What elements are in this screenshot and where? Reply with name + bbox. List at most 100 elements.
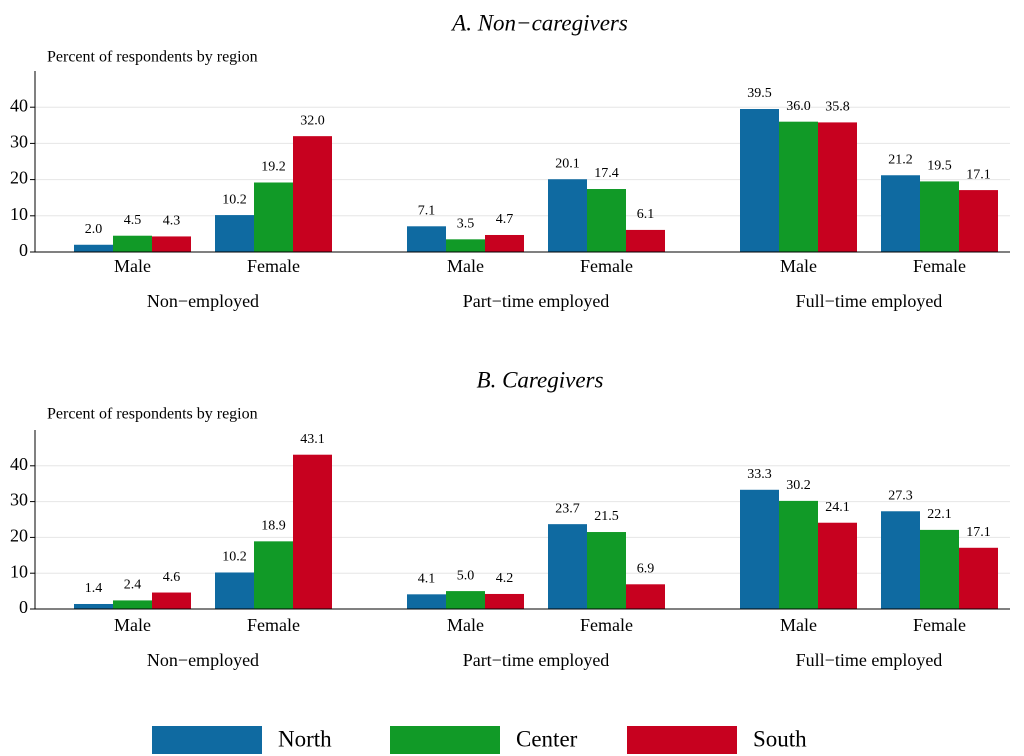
value-label: 21.5 xyxy=(594,509,619,524)
group-label: Part−time employed xyxy=(463,650,610,670)
value-label: 19.5 xyxy=(927,159,952,174)
value-label: 2.0 xyxy=(85,222,103,237)
legend-swatch xyxy=(152,726,262,754)
legend-swatch xyxy=(627,726,737,754)
y-tick-label: 20 xyxy=(10,526,28,546)
y-tick-label: 30 xyxy=(10,132,28,152)
value-label: 4.5 xyxy=(124,213,142,228)
value-label: 17.4 xyxy=(594,166,619,181)
bar xyxy=(881,511,920,609)
bar xyxy=(881,175,920,252)
legend-label: Center xyxy=(516,726,578,751)
value-label: 7.1 xyxy=(418,204,436,219)
legend-swatch xyxy=(390,726,500,754)
bar xyxy=(215,215,254,252)
bar xyxy=(113,235,152,252)
value-label: 22.1 xyxy=(927,507,952,522)
value-label: 2.4 xyxy=(124,578,142,593)
x-tick-label: Female xyxy=(913,256,966,276)
value-label: 6.1 xyxy=(637,207,655,222)
value-label: 17.1 xyxy=(966,525,991,540)
value-label: 17.1 xyxy=(966,167,991,182)
value-label: 27.3 xyxy=(888,488,913,503)
value-label: 43.1 xyxy=(300,432,325,447)
bar xyxy=(485,234,524,252)
y-tick-label: 40 xyxy=(10,95,28,115)
bar xyxy=(293,136,332,252)
bar xyxy=(920,529,959,609)
x-tick-label: Male xyxy=(780,615,817,635)
y-tick-label: 30 xyxy=(10,490,28,510)
y-axis-label: Percent of respondents by region xyxy=(47,406,258,423)
value-label: 6.9 xyxy=(637,562,655,577)
chart-title: A. Non−caregivers xyxy=(450,10,628,35)
x-tick-label: Female xyxy=(580,615,633,635)
x-tick-label: Male xyxy=(447,615,484,635)
bar xyxy=(920,181,959,252)
value-label: 10.2 xyxy=(222,192,247,207)
value-label: 5.0 xyxy=(457,568,475,583)
bar xyxy=(446,239,485,252)
group-label: Full−time employed xyxy=(796,650,943,670)
value-label: 20.1 xyxy=(555,156,580,171)
x-tick-label: Male xyxy=(780,256,817,276)
bar xyxy=(254,541,293,609)
group-label: Full−time employed xyxy=(796,291,943,311)
group-label: Non−employed xyxy=(147,291,259,311)
bar xyxy=(626,584,665,609)
y-tick-label: 20 xyxy=(10,168,28,188)
x-tick-label: Male xyxy=(114,615,151,635)
value-label: 4.2 xyxy=(496,571,514,586)
bar xyxy=(446,591,485,609)
x-tick-label: Female xyxy=(913,615,966,635)
bar xyxy=(407,226,446,252)
bar xyxy=(215,572,254,609)
value-label: 19.2 xyxy=(261,160,286,175)
bar xyxy=(254,182,293,252)
value-label: 32.0 xyxy=(300,113,325,128)
bar xyxy=(485,593,524,609)
y-tick-label: 40 xyxy=(10,454,28,474)
bar xyxy=(113,600,152,609)
bar xyxy=(74,244,113,252)
bar xyxy=(587,189,626,252)
y-tick-label: 0 xyxy=(19,240,28,260)
y-tick-label: 10 xyxy=(10,204,28,224)
bar xyxy=(740,109,779,252)
bar xyxy=(818,522,857,609)
value-label: 36.0 xyxy=(786,99,811,114)
value-label: 35.8 xyxy=(825,100,850,115)
bar xyxy=(293,454,332,609)
y-axis-label: Percent of respondents by region xyxy=(47,49,258,66)
bar xyxy=(779,500,818,609)
bar xyxy=(959,190,998,252)
value-label: 4.1 xyxy=(418,572,436,587)
value-label: 21.2 xyxy=(888,152,913,167)
legend-label: South xyxy=(753,726,807,751)
x-tick-label: Female xyxy=(247,615,300,635)
value-label: 33.3 xyxy=(747,467,772,482)
bar xyxy=(587,532,626,609)
bar xyxy=(548,524,587,609)
legend-label: North xyxy=(278,726,332,751)
bar xyxy=(959,547,998,609)
value-label: 10.2 xyxy=(222,550,247,565)
bar xyxy=(740,489,779,609)
bar xyxy=(74,603,113,609)
value-label: 18.9 xyxy=(261,519,286,534)
x-tick-label: Male xyxy=(447,256,484,276)
group-label: Non−employed xyxy=(147,650,259,670)
x-tick-label: Female xyxy=(580,256,633,276)
bar xyxy=(548,179,587,252)
x-tick-label: Female xyxy=(247,256,300,276)
value-label: 4.3 xyxy=(163,214,181,229)
value-label: 24.1 xyxy=(825,500,850,515)
bar xyxy=(407,594,446,609)
value-label: 1.4 xyxy=(85,581,103,596)
bar xyxy=(818,122,857,253)
chart-title: B. Caregivers xyxy=(477,367,604,392)
value-label: 30.2 xyxy=(786,478,811,493)
value-label: 23.7 xyxy=(555,501,580,516)
y-tick-label: 10 xyxy=(10,561,28,581)
